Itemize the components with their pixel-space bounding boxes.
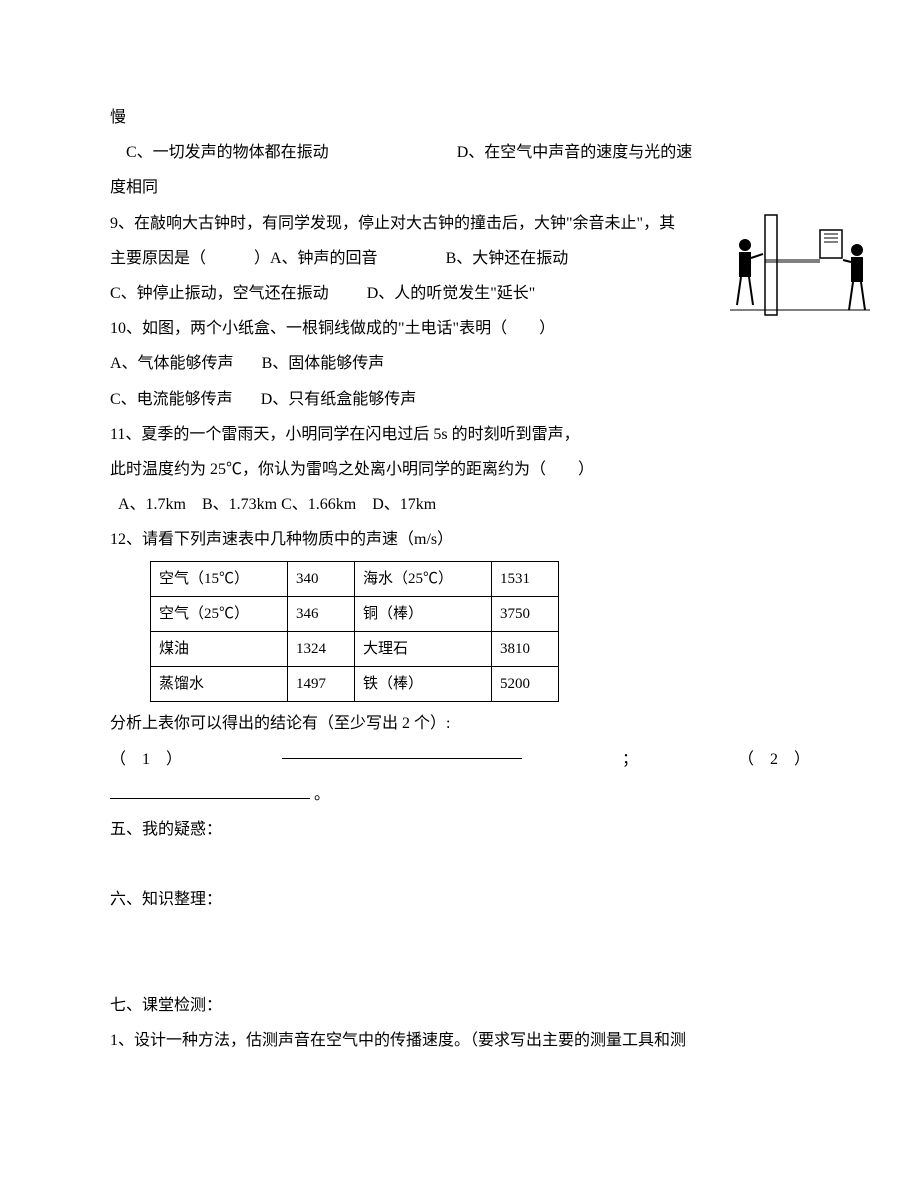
q9-stem-line1: 9、在敲响大古钟时，有同学发现，停止对大古钟的撞击后，大钟"余音未止"，其 — [110, 206, 810, 241]
q11-line2: 此时温度约为 25℃，你认为雷鸣之处离小明同学的距离约为（ ） — [110, 452, 810, 487]
section-7-q1: 1、设计一种方法，估测声音在空气中的传播速度。（要求写出主要的测量工具和测 — [110, 1023, 810, 1058]
blank2-label: （ 2 ） — [738, 742, 810, 777]
table-cell: 1497 — [288, 667, 355, 702]
table-cell: 5200 — [492, 667, 559, 702]
table-cell: 3750 — [492, 597, 559, 632]
q9-stem-line2: 主要原因是（ ）A、钟声的回音 B、大钟还在振动 — [110, 241, 810, 276]
table-cell: 铁（棒） — [355, 667, 492, 702]
q8-options-cd: C、一切发声的物体都在振动 D、在空气中声音的速度与光的速 — [110, 135, 810, 170]
section-5-space — [110, 847, 810, 882]
tin-can-phone-figure — [725, 210, 875, 330]
worksheet-page: 慢 C、一切发声的物体都在振动 D、在空气中声音的速度与光的速 度相同 — [0, 0, 920, 1192]
fill-blank-1[interactable] — [282, 742, 522, 759]
blank-separator: ； — [622, 742, 638, 777]
q10-options-ab: A、气体能够传声 B、固体能够传声 — [110, 346, 810, 381]
table-cell: 大理石 — [355, 632, 492, 667]
q12-blanks-line1: （ 1 ） ； （ 2 ） — [110, 742, 810, 777]
q10-stem: 10、如图，两个小纸盒、一根铜线做成的"土电话"表明（ ） — [110, 311, 810, 346]
continuation-text: 慢 — [110, 100, 810, 135]
table-cell: 蒸馏水 — [151, 667, 288, 702]
section-6-heading: 六、知识整理： — [110, 882, 810, 917]
q8-option-d-part1: D、在空气中声音的速度与光的速 — [457, 144, 693, 161]
table-cell: 3810 — [492, 632, 559, 667]
q8-option-d-part2: 度相同 — [110, 170, 810, 205]
q9-option-c: C、钟停止振动，空气还在振动 — [110, 285, 329, 302]
section-6-space — [110, 918, 810, 953]
table-row: 空气（15℃） 340 海水（25℃） 1531 — [151, 562, 559, 597]
q10-option-d: D、只有纸盒能够传声 — [261, 391, 417, 408]
table-cell: 1531 — [492, 562, 559, 597]
table-cell: 340 — [288, 562, 355, 597]
q10-option-b: B、固体能够传声 — [262, 355, 385, 372]
q12-post: 分析上表你可以得出的结论有（至少写出 2 个）: — [110, 706, 810, 741]
table-cell: 煤油 — [151, 632, 288, 667]
fill-blank-2[interactable] — [110, 782, 310, 799]
section-5-heading: 五、我的疑惑： — [110, 812, 810, 847]
table-cell: 空气（25℃） — [151, 597, 288, 632]
section-7-heading: 七、课堂检测： — [110, 988, 810, 1023]
table-cell: 1324 — [288, 632, 355, 667]
table-cell: 海水（25℃） — [355, 562, 492, 597]
q10-option-c: C、电流能够传声 — [110, 391, 233, 408]
blank1-label: （ 1 ） — [110, 742, 182, 777]
section-6-space2 — [110, 953, 810, 988]
table-row: 蒸馏水 1497 铁（棒） 5200 — [151, 667, 559, 702]
table-cell: 铜（棒） — [355, 597, 492, 632]
table-row: 空气（25℃） 346 铜（棒） 3750 — [151, 597, 559, 632]
table-cell: 空气（15℃） — [151, 562, 288, 597]
q10-option-a: A、气体能够传声 — [110, 355, 234, 372]
table-row: 煤油 1324 大理石 3810 — [151, 632, 559, 667]
table-cell: 346 — [288, 597, 355, 632]
q9-option-d: D、人的听觉发生"延长" — [367, 285, 536, 302]
blank-period: 。 — [314, 786, 330, 803]
sound-speed-table: 空气（15℃） 340 海水（25℃） 1531 空气（25℃） 346 铜（棒… — [150, 561, 559, 702]
q11-line1: 11、夏季的一个雷雨天，小明同学在闪电过后 5s 的时刻听到雷声， — [110, 417, 810, 452]
q9-options-cd: C、钟停止振动，空气还在振动 D、人的听觉发生"延长" — [110, 276, 810, 311]
q11-options: A、1.7km B、1.73km C、1.66km D、17km — [118, 487, 810, 522]
q10-options-cd: C、电流能够传声 D、只有纸盒能够传声 — [110, 382, 810, 417]
q9-option-b: B、大钟还在振动 — [446, 250, 569, 267]
q12-blanks-line2: 。 — [110, 777, 810, 812]
q12-stem: 12、请看下列声速表中几种物质中的声速（m/s） — [110, 522, 810, 557]
q8-option-c: C、一切发声的物体都在振动 — [126, 144, 329, 161]
